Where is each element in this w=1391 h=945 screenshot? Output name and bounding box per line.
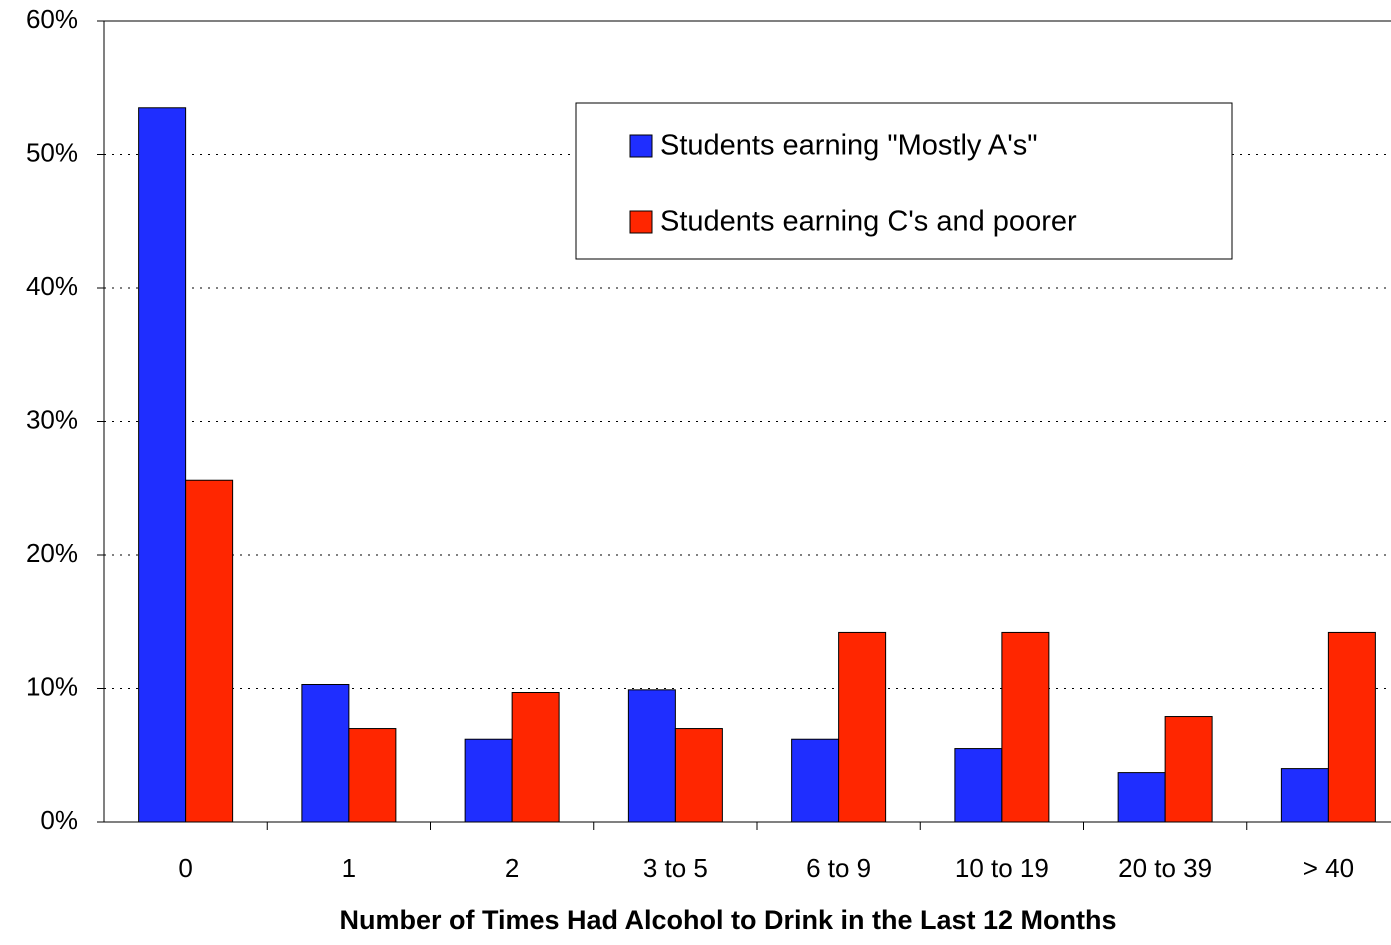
x-axis-label: Number of Times Had Alcohol to Drink in … [339,905,1116,935]
bar [791,738,840,823]
y-tick-label: 0% [40,805,78,835]
bar [185,479,234,823]
y-tick-label: 10% [26,671,78,701]
legend-swatch [629,210,653,234]
x-tick-label: 20 to 39 [1118,853,1212,883]
x-tick-label: 2 [505,853,519,883]
bar [138,107,187,823]
bar [1164,716,1213,823]
bar [1327,631,1376,823]
legend-label: Students earning "Mostly A's" [660,130,1038,162]
legend-box [575,102,1233,260]
x-tick-label: 6 to 9 [806,853,871,883]
y-tick-label: 40% [26,271,78,301]
bar [301,683,350,823]
bar [511,692,560,823]
x-tick-label: 3 to 5 [643,853,708,883]
bar [464,738,513,823]
bar [674,728,723,823]
bar [1001,631,1050,823]
legend-swatch [629,134,653,158]
y-tick-label: 60% [26,4,78,34]
y-tick-label: 50% [26,137,78,167]
x-tick-label: 10 to 19 [955,853,1049,883]
legend-label: Students earning C's and poorer [660,206,1077,238]
bar [627,689,676,823]
y-tick-label: 20% [26,538,78,568]
bar [348,728,397,823]
x-tick-label: 0 [178,853,192,883]
x-tick-label: 1 [342,853,356,883]
x-tick-label: > 40 [1303,853,1354,883]
bar [954,748,1003,823]
bar [1280,768,1329,823]
y-tick-label: 30% [26,404,78,434]
bar [1117,772,1166,823]
bar [838,631,887,823]
